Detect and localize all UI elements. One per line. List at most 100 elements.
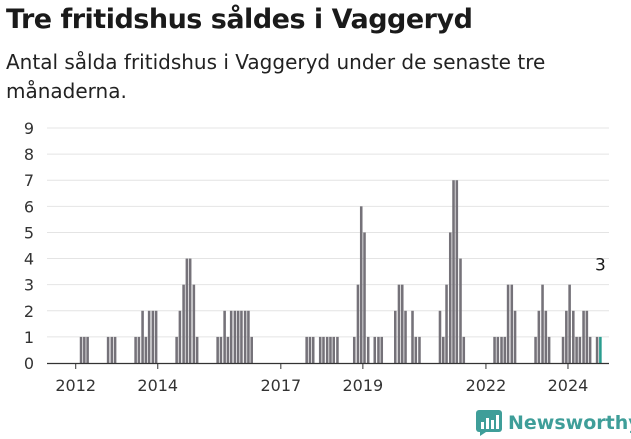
bar [366, 336, 370, 363]
bar [363, 232, 366, 363]
bar [110, 336, 114, 363]
bar [322, 336, 325, 363]
bar [445, 284, 448, 363]
bar [223, 310, 226, 363]
bar [154, 310, 158, 363]
bar [397, 284, 401, 363]
bar [547, 336, 551, 363]
bar [325, 336, 329, 363]
bar [243, 310, 247, 363]
bar [500, 336, 503, 363]
data-label-latest: 3 [595, 256, 606, 276]
bar [144, 336, 148, 363]
bar [448, 232, 452, 363]
bar [588, 336, 592, 363]
y-tick-label: 5 [24, 223, 34, 242]
bar [147, 310, 151, 363]
bar [141, 310, 144, 363]
bar [561, 336, 565, 363]
bar [534, 336, 537, 363]
bar [380, 336, 384, 363]
bar [134, 336, 137, 363]
bar [151, 310, 155, 363]
brand-logo[interactable]: Newsworthy [476, 408, 631, 438]
bar [175, 336, 178, 363]
y-tick-label: 7 [24, 171, 34, 190]
y-tick-label: 6 [24, 197, 34, 216]
x-tick-label: 2014 [137, 376, 178, 395]
bar [192, 284, 196, 363]
bar [441, 336, 445, 363]
bar [462, 336, 466, 363]
bar [418, 336, 421, 363]
y-tick-label: 2 [24, 302, 34, 321]
x-tick-label: 2024 [548, 376, 589, 395]
brand-name: Newsworthy [508, 412, 631, 434]
bar [377, 336, 380, 363]
bar [219, 336, 223, 363]
bar [236, 310, 240, 363]
y-tick-label: 4 [24, 250, 34, 269]
x-tick-label: 2022 [466, 376, 507, 395]
bar [79, 336, 83, 363]
bar [336, 336, 339, 363]
y-tick-label: 9 [24, 119, 34, 138]
y-tick-label: 3 [24, 276, 34, 295]
bar [585, 310, 589, 363]
bar [195, 336, 199, 363]
bar [308, 336, 312, 363]
bar [411, 310, 414, 363]
bar [332, 336, 336, 363]
bar [216, 336, 219, 363]
bar-latest [599, 336, 602, 363]
bar [565, 310, 568, 363]
bar [438, 310, 442, 363]
bar [106, 336, 110, 363]
bar [240, 310, 243, 363]
bar [352, 336, 356, 363]
bar [329, 336, 332, 363]
bar [452, 180, 455, 363]
chart-title: Tre fritidshus såldes i Vaggeryd [6, 4, 473, 35]
bar [188, 258, 192, 363]
y-tick-label: 0 [24, 354, 34, 373]
bar [503, 336, 507, 363]
bar [513, 310, 517, 363]
bar [247, 310, 250, 363]
bar [575, 336, 578, 363]
x-tick-label: 2019 [343, 376, 384, 395]
bar [233, 310, 237, 363]
bar [572, 310, 575, 363]
bar [493, 336, 496, 363]
bar [544, 310, 548, 363]
bar [578, 336, 582, 363]
chart-subtitle: Antal sålda fritidshus i Vaggeryd under … [6, 50, 546, 103]
bar [318, 336, 322, 363]
bar [400, 284, 404, 363]
x-tick-label: 2017 [260, 376, 301, 395]
bar [506, 284, 510, 363]
bar [250, 336, 253, 363]
bar [404, 310, 407, 363]
newsworthy-logo-icon [476, 410, 502, 436]
bar [178, 310, 182, 363]
bar [137, 336, 141, 363]
bar [373, 336, 377, 363]
bar [86, 336, 89, 363]
bar [455, 180, 459, 363]
y-tick-label: 1 [24, 328, 34, 347]
bar [359, 206, 363, 363]
bar [595, 336, 599, 363]
bar [510, 284, 514, 363]
bar [305, 336, 308, 363]
bar [311, 336, 315, 363]
bar [113, 336, 117, 363]
bar [537, 310, 541, 363]
bar [496, 336, 500, 363]
bar [83, 336, 86, 363]
bar [459, 258, 462, 363]
bar [568, 284, 571, 363]
bar [185, 258, 189, 363]
bar [229, 310, 233, 363]
